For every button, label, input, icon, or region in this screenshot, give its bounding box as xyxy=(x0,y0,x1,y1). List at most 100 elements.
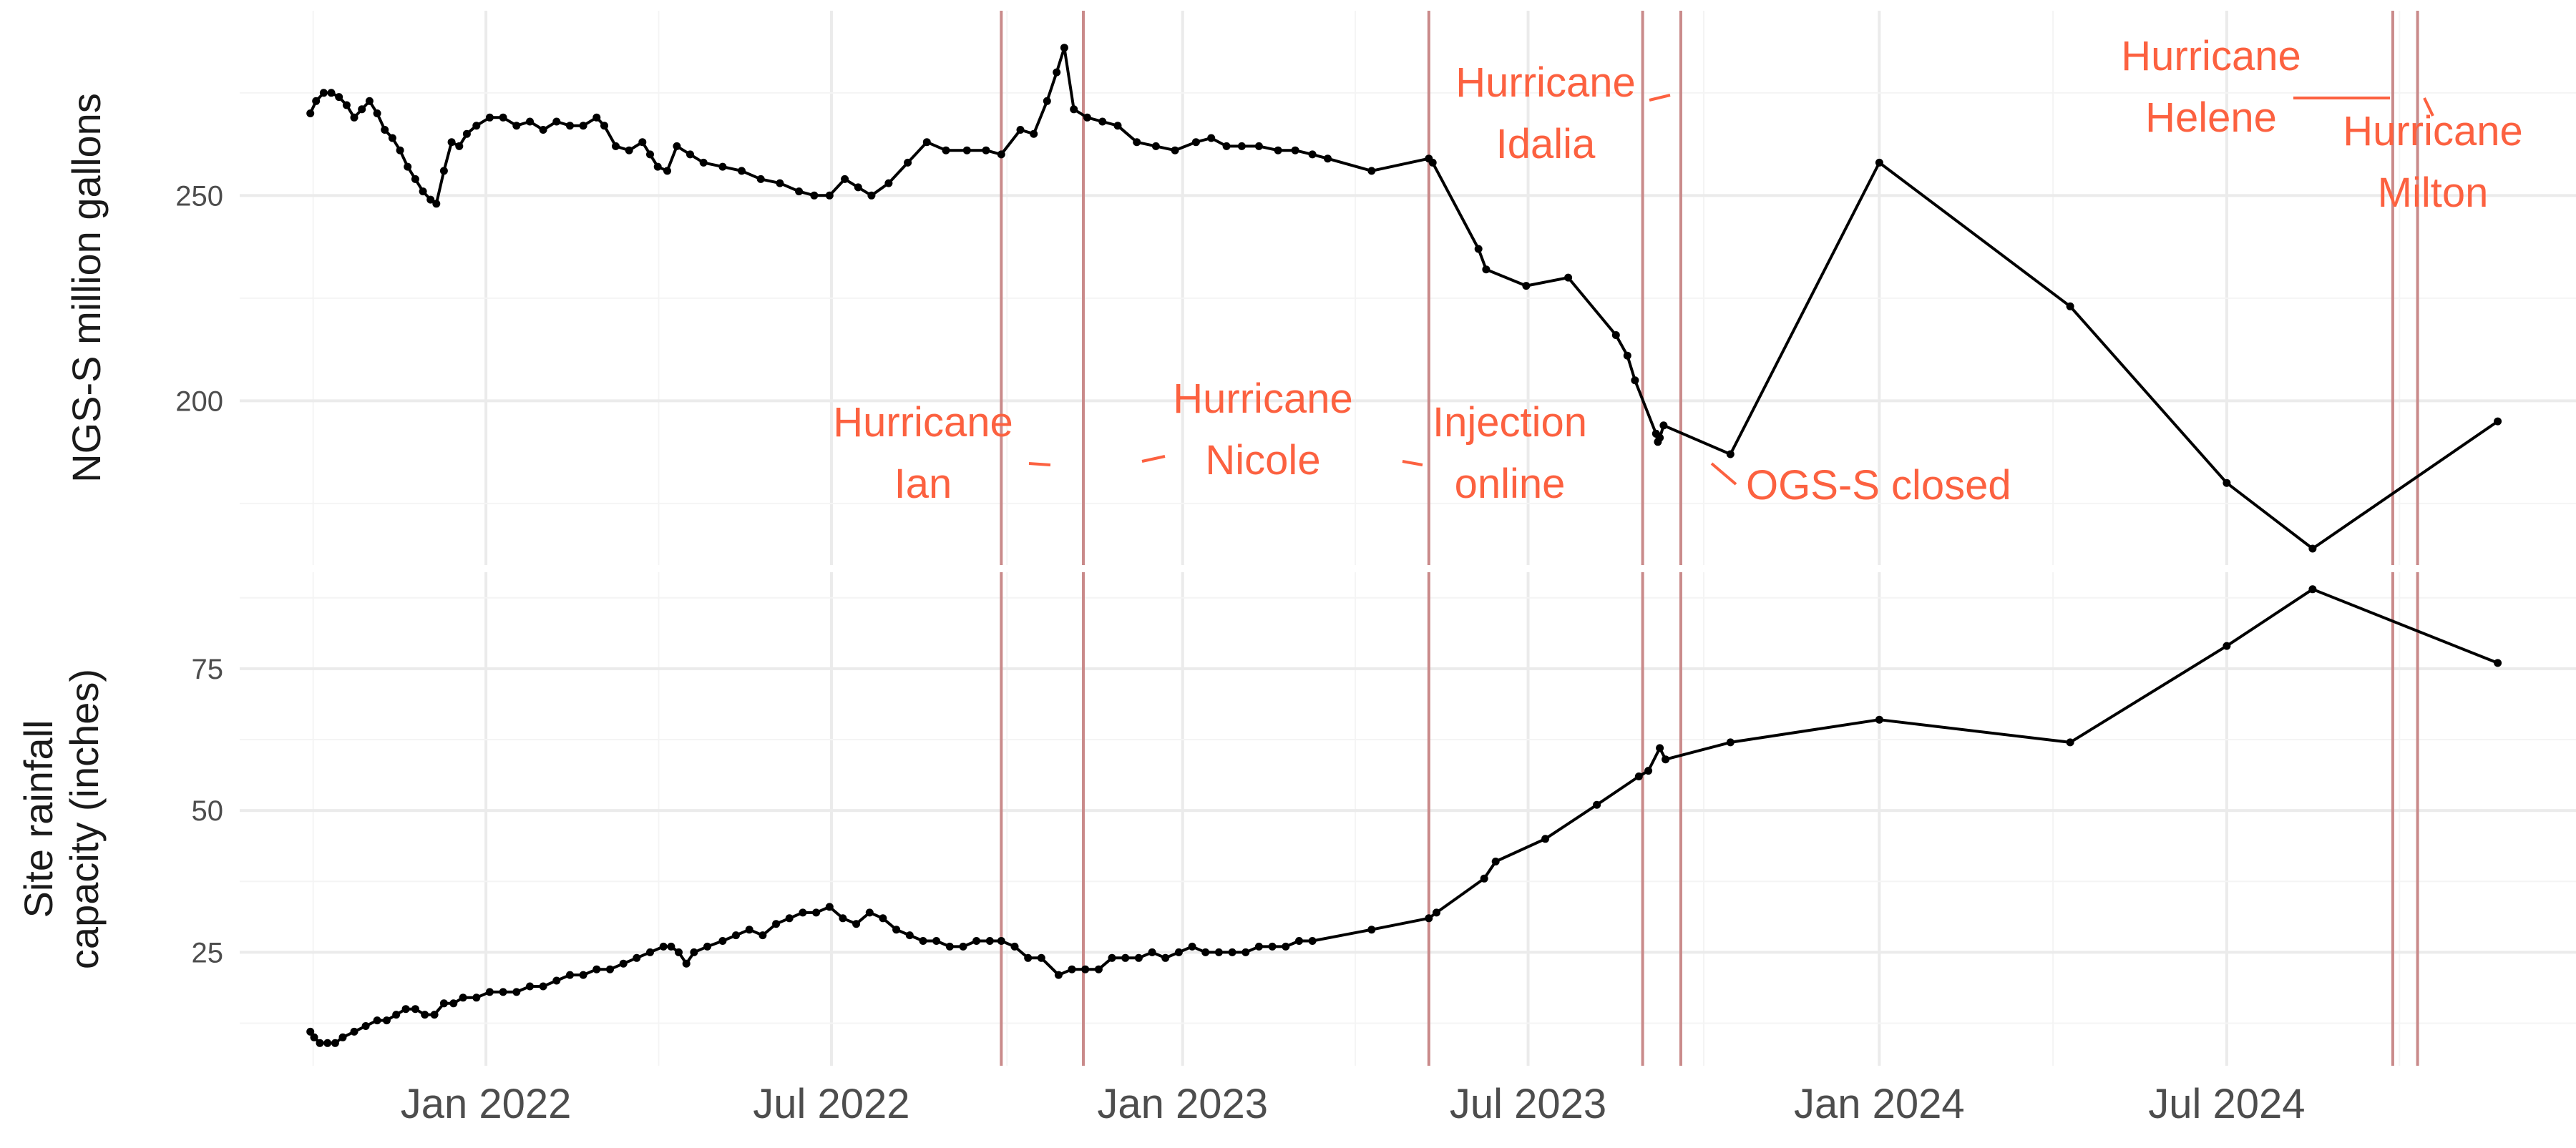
y-tick-label: 25 xyxy=(192,937,224,968)
data-point xyxy=(945,942,954,951)
data-point xyxy=(350,113,358,122)
data-point xyxy=(1024,953,1033,962)
data-point xyxy=(381,126,389,134)
data-point xyxy=(745,926,753,934)
axes-layer: 250 200 NGS-S million gallons 75 50 25 Site ra… xyxy=(16,93,2305,1127)
data-point xyxy=(1134,953,1143,962)
data-point xyxy=(1564,273,1573,282)
data-point xyxy=(1623,351,1631,360)
data-point xyxy=(1030,129,1038,138)
data-point xyxy=(932,937,941,945)
data-point xyxy=(1108,953,1116,962)
data-point xyxy=(306,109,315,117)
data-point xyxy=(1083,113,1091,122)
y-tick-label: 200 xyxy=(175,386,223,417)
x-tick-label: Jan 2022 xyxy=(401,1081,572,1127)
data-point xyxy=(1491,858,1500,865)
data-point xyxy=(342,101,351,109)
data-point xyxy=(2494,417,2502,426)
data-point xyxy=(1291,146,1299,154)
data-point xyxy=(1207,134,1216,142)
data-point xyxy=(2223,642,2231,650)
data-point xyxy=(825,903,834,911)
data-point xyxy=(865,908,874,917)
data-point xyxy=(1174,948,1183,956)
y-tick-label: 250 xyxy=(175,180,223,212)
data-point xyxy=(306,1027,315,1036)
y-tick-label: 50 xyxy=(192,795,224,827)
data-point xyxy=(592,113,601,122)
data-point xyxy=(1201,948,1210,956)
data-point xyxy=(411,175,419,183)
data-point xyxy=(323,1039,332,1047)
data-point xyxy=(2308,585,2317,594)
data-point xyxy=(852,920,861,928)
data-point xyxy=(1634,772,1643,780)
data-point xyxy=(1070,105,1078,114)
data-point xyxy=(812,908,821,917)
event-annotation-label: Milton xyxy=(2378,170,2489,216)
data-point xyxy=(1228,948,1236,956)
event-annotation-label: Hurricane xyxy=(833,399,1013,446)
data-point xyxy=(350,1027,358,1036)
data-point xyxy=(361,1022,370,1030)
data-point xyxy=(1282,942,1290,951)
data-point xyxy=(1659,421,1668,430)
data-point xyxy=(539,126,547,134)
data-point xyxy=(1482,265,1491,274)
data-point xyxy=(732,931,740,940)
data-point xyxy=(667,942,675,951)
data-point xyxy=(1016,126,1025,134)
data-point xyxy=(1241,948,1250,956)
data-point xyxy=(2223,479,2231,487)
data-point xyxy=(401,1005,410,1014)
event-annotation-label: Ian xyxy=(894,461,952,507)
data-point xyxy=(1053,68,1061,77)
data-point xyxy=(673,142,681,150)
data-point xyxy=(756,175,765,183)
data-point xyxy=(675,948,683,956)
data-point xyxy=(1274,146,1282,154)
data-point xyxy=(795,187,804,196)
data-point xyxy=(1295,937,1303,945)
data-point xyxy=(1113,122,1122,130)
data-point xyxy=(2066,302,2074,310)
data-point xyxy=(1237,142,1246,150)
event-annotation-label: Hurricane xyxy=(2121,33,2301,79)
x-tick-label: Jan 2023 xyxy=(1097,1081,1268,1127)
data-point xyxy=(310,1033,318,1041)
data-point xyxy=(1726,738,1735,747)
data-point xyxy=(439,999,448,1008)
x-tick-label: Jan 2024 xyxy=(1794,1081,1965,1127)
data-point xyxy=(566,971,574,979)
data-point xyxy=(841,175,849,183)
data-point xyxy=(426,195,435,204)
data-point xyxy=(1425,914,1433,923)
data-point xyxy=(312,97,321,105)
data-point xyxy=(316,1039,324,1047)
data-point xyxy=(892,926,901,934)
data-point xyxy=(1161,953,1170,962)
data-point xyxy=(373,109,381,117)
annotation-leader-line xyxy=(1028,462,1051,466)
data-point xyxy=(382,1016,391,1025)
series-line xyxy=(309,587,2499,1045)
data-point xyxy=(1010,942,1019,951)
data-point xyxy=(1644,767,1653,775)
data-point xyxy=(1428,158,1437,167)
event-annotation-label: OGS-S closed xyxy=(1746,462,2011,509)
data-point xyxy=(699,158,708,167)
data-point xyxy=(365,97,374,105)
data-point xyxy=(962,146,971,154)
data-point xyxy=(653,162,662,171)
data-point xyxy=(1268,942,1277,951)
data-point xyxy=(919,937,927,945)
data-point xyxy=(459,994,467,1002)
data-point xyxy=(1081,965,1090,973)
data-point xyxy=(867,191,876,200)
data-point xyxy=(1308,937,1317,945)
data-point xyxy=(455,142,464,150)
data-point xyxy=(592,965,601,973)
data-point xyxy=(499,988,507,996)
